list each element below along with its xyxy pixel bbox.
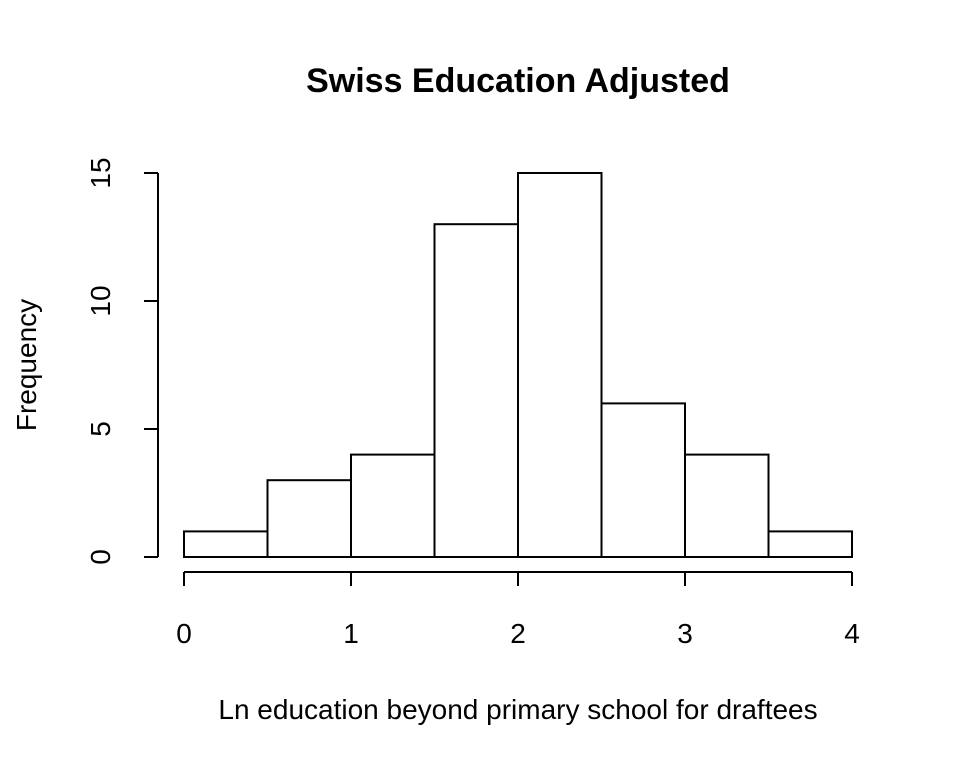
x-tick-label-4: 4 [844, 618, 860, 649]
y-axis-label: Frequency [11, 299, 42, 431]
y-tick-label-0: 0 [85, 549, 116, 565]
histogram-bar-0 [183, 530, 269, 559]
x-tick-label-0: 0 [176, 618, 192, 649]
histogram-bar-4 [517, 172, 603, 558]
bars-layer [183, 172, 853, 559]
histogram-bar-3 [433, 223, 519, 558]
y-tick-label-2: 10 [85, 285, 116, 316]
chart-title: Swiss Education Adjusted [306, 62, 730, 100]
y-tick-label-1: 5 [85, 421, 116, 437]
histogram-bar-5 [600, 402, 686, 558]
x-axis-label: Ln education beyond primary school for d… [218, 694, 817, 725]
histogram-bar-7 [767, 530, 853, 559]
x-axis: 0 1 2 3 4 [176, 571, 860, 649]
x-tick-label-3: 3 [677, 618, 693, 649]
histogram-bar-6 [684, 453, 770, 559]
histogram-bar-1 [266, 479, 352, 559]
x-tick-label-2: 2 [510, 618, 526, 649]
histogram-bar-2 [350, 453, 436, 559]
y-axis: 0 5 10 15 [85, 157, 159, 565]
y-tick-label-3: 15 [85, 157, 116, 188]
x-tick-label-1: 1 [343, 618, 359, 649]
